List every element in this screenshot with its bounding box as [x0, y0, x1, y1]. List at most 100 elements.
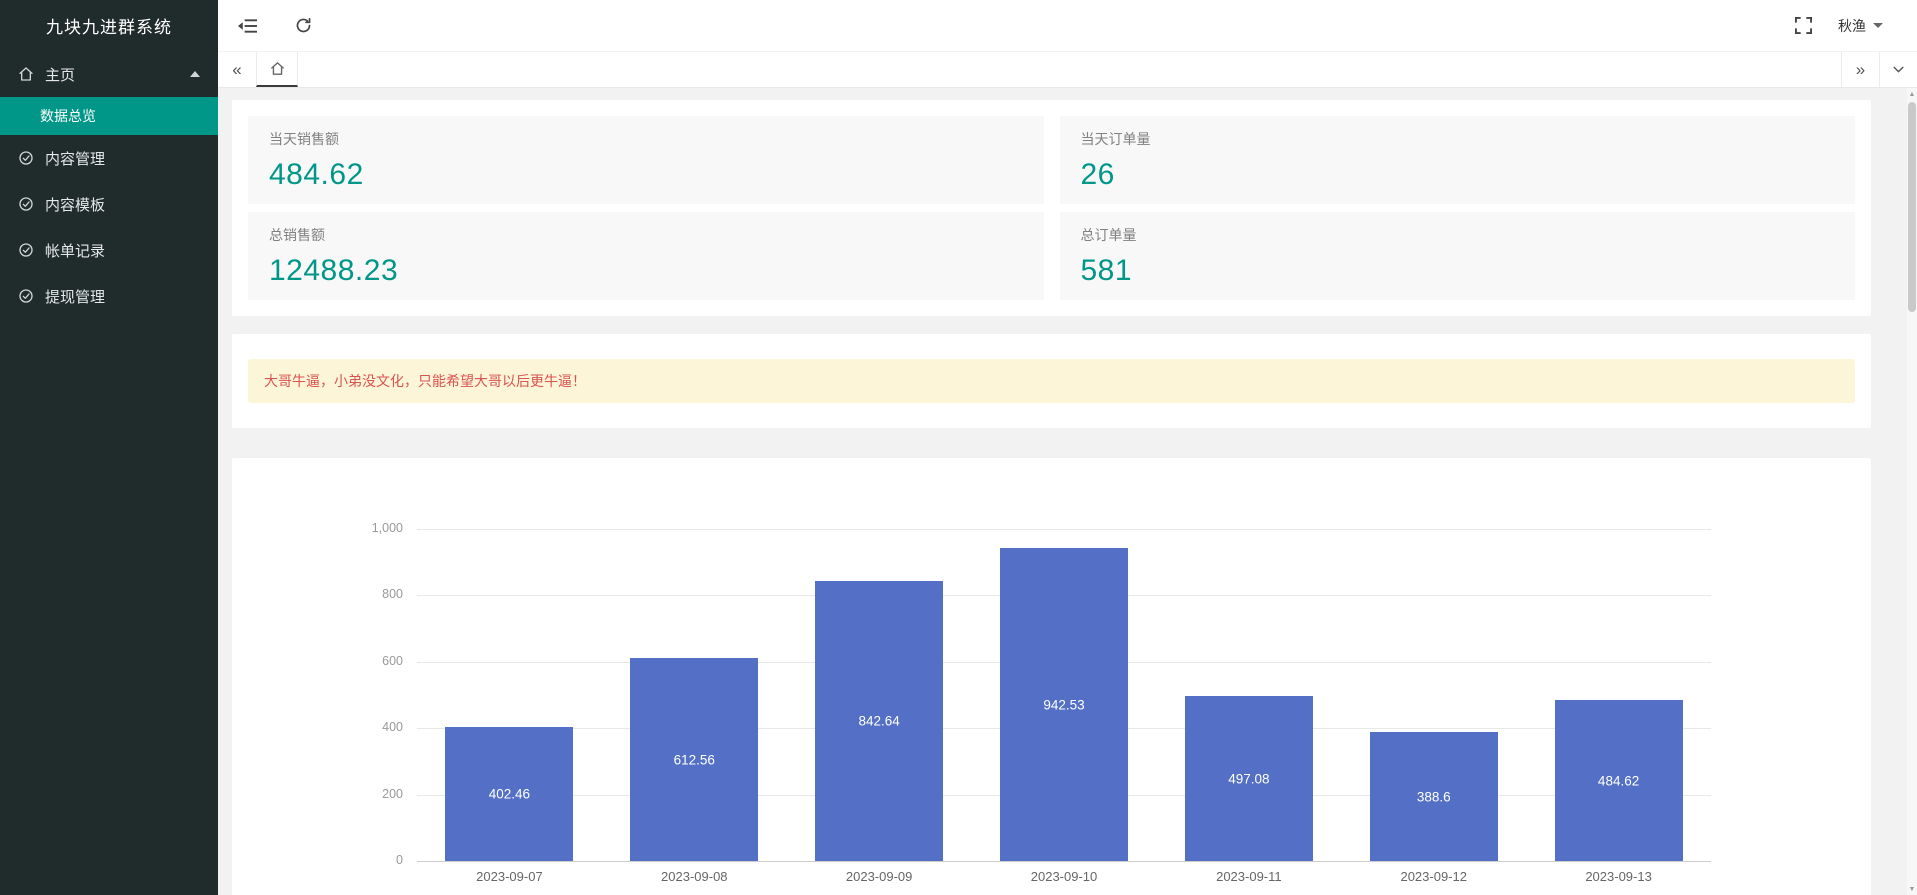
chevron-up-icon: [190, 71, 200, 77]
fullscreen-icon[interactable]: [1795, 17, 1812, 34]
x-axis-label: 2023-09-12: [1400, 869, 1467, 884]
sidebar-item-label: 内容管理: [45, 150, 106, 168]
sidebar-item-content-management[interactable]: 内容管理: [0, 135, 218, 181]
gridline: [417, 861, 1711, 862]
sidebar-item-label: 帐单记录: [45, 242, 106, 260]
stat-card-today-sales: 当天销售额 484.62: [248, 116, 1044, 204]
tabs-menu-button[interactable]: [1879, 52, 1917, 87]
bar-slot: 942.53: [972, 529, 1157, 861]
scrollbar-down-arrow-icon[interactable]: ▼: [1908, 885, 1916, 893]
x-axis-label: 2023-09-07: [476, 869, 543, 884]
bar-slot: 612.56: [602, 529, 787, 861]
stat-value: 581: [1080, 254, 1133, 287]
circle-check-icon: [18, 288, 34, 304]
header: 秋渔: [218, 0, 1917, 51]
y-axis-label: 600: [382, 654, 403, 668]
sidebar-item-label: 提现管理: [45, 288, 106, 306]
stats-panel: 当天销售额 484.62 当天订单量 26 总销售额 12488.23 总订单量…: [232, 100, 1871, 316]
bar[interactable]: 942.53: [1000, 548, 1128, 861]
bar-value-label: 612.56: [673, 752, 715, 767]
circle-check-icon: [18, 242, 34, 258]
bar-value-label: 497.08: [1228, 771, 1270, 786]
home-icon: [270, 62, 284, 75]
sidebar-item-label: 主页: [45, 66, 76, 84]
bar-slot: 402.46: [417, 529, 602, 861]
sidebar-item-data-overview[interactable]: 数据总览: [0, 97, 218, 135]
bar-value-label: 402.46: [488, 786, 531, 802]
username: 秋渔: [1838, 17, 1866, 34]
stat-label: 总订单量: [1080, 227, 1137, 243]
bar[interactable]: 402.46: [445, 727, 574, 861]
x-axis-label: 2023-09-08: [661, 869, 728, 884]
chevron-down-icon: [1893, 66, 1904, 73]
chart-panel: 0 200 400 600 800 1,000 402.46 612.56 842.64 942…: [232, 458, 1871, 895]
y-axis-label: 0: [396, 853, 403, 867]
main-area: 秋渔 « » 当天销售额 484.: [218, 0, 1917, 895]
bar-slot: 388.6: [1341, 529, 1526, 861]
chart-y-labels: 0 200 400 600 800 1,000: [232, 521, 403, 867]
bars-container: 402.46 612.56 842.64 942.53 497.08 388.6 484.6…: [417, 529, 1711, 861]
bar-slot: 842.64: [787, 529, 972, 861]
y-axis-label: 800: [382, 587, 403, 601]
sidebar-item-home[interactable]: 主页: [0, 51, 218, 97]
bar[interactable]: 388.6: [1369, 732, 1498, 861]
collapse-menu-icon[interactable]: [238, 18, 257, 34]
notice-panel: 大哥牛逼，小弟没文化，只能希望大哥以后更牛逼！: [232, 334, 1871, 428]
scrollbar-up-arrow-icon[interactable]: ▲: [1908, 90, 1916, 98]
stat-card-today-orders: 当天订单量 26: [1059, 116, 1855, 204]
x-axis-label: 2023-09-10: [1030, 869, 1098, 884]
user-menu[interactable]: 秋渔: [1838, 16, 1897, 36]
stat-value: 484.62: [269, 158, 364, 191]
x-axis-label: 2023-09-09: [845, 869, 913, 884]
stat-label: 总销售额: [269, 227, 325, 243]
sidebar-item-billing-records[interactable]: 帐单记录: [0, 227, 218, 273]
app-title: 九块九进群系统: [46, 18, 172, 37]
bar[interactable]: 612.56: [630, 658, 759, 861]
circle-check-icon: [18, 196, 34, 212]
stat-card-total-sales: 总销售额 12488.23: [248, 212, 1044, 300]
tab-spacer: [298, 52, 1841, 87]
sidebar-nav: 主页 数据总览 内容管理 内容模板: [0, 51, 218, 319]
bar-value-label: 484.62: [1597, 773, 1640, 788]
circle-check-icon: [18, 150, 34, 166]
tab-bar: « »: [218, 51, 1917, 88]
bar[interactable]: 497.08: [1184, 696, 1313, 861]
y-axis-label: 1,000: [371, 521, 403, 535]
x-axis-label: 2023-09-13: [1585, 869, 1652, 884]
bar-value-label: 388.6: [1416, 789, 1451, 804]
tabs-scroll-left-button[interactable]: «: [232, 59, 242, 79]
bar[interactable]: 484.62: [1554, 700, 1683, 861]
y-axis-label: 200: [382, 787, 403, 801]
y-axis-label: 400: [382, 720, 403, 734]
tabs-scroll-right-button[interactable]: »: [1841, 52, 1879, 87]
bar-value-label: 942.53: [1043, 697, 1085, 712]
scrollbar-thumb[interactable]: [1908, 102, 1916, 312]
submenu-item-label: 数据总览: [40, 108, 96, 124]
chart-plot: 402.46 612.56 842.64 942.53 497.08 388.6 484.6…: [417, 529, 1711, 862]
bar-slot: 484.62: [1526, 529, 1711, 861]
notice-alert: 大哥牛逼，小弟没文化，只能希望大哥以后更牛逼！: [248, 359, 1855, 403]
sidebar-item-label: 内容模板: [45, 196, 106, 214]
chart-x-labels: 2023-09-07 2023-09-08 2023-09-09 2023-09-10…: [417, 869, 1711, 884]
bar-value-label: 842.64: [858, 713, 900, 729]
stat-card-total-orders: 总订单量 581: [1059, 212, 1855, 300]
stat-label: 当天订单量: [1080, 131, 1151, 147]
page-content: 当天销售额 484.62 当天订单量 26 总销售额 12488.23 总订单量…: [218, 88, 1917, 895]
sidebar-item-withdrawal-management[interactable]: 提现管理: [0, 273, 218, 319]
bar[interactable]: 842.64: [815, 581, 944, 861]
stat-label: 当天销售额: [269, 131, 339, 147]
tab-home[interactable]: [256, 52, 298, 87]
sidebar-item-content-template[interactable]: 内容模板: [0, 181, 218, 227]
x-axis-label: 2023-09-11: [1216, 869, 1282, 884]
sidebar: 九块九进群系统 主页 数据总览 内容管理: [0, 0, 218, 895]
stat-value: 26: [1080, 158, 1115, 191]
bar-slot: 497.08: [1156, 529, 1341, 861]
stat-value: 12488.23: [269, 254, 399, 287]
refresh-icon[interactable]: [295, 17, 312, 34]
sales-bar-chart: 0 200 400 600 800 1,000 402.46 612.56 842.64 942…: [232, 458, 1871, 895]
gridline: [417, 529, 1711, 530]
home-icon: [18, 66, 34, 82]
vertical-scrollbar[interactable]: ▲ ▼: [1907, 88, 1917, 895]
caret-down-icon: [1873, 23, 1883, 28]
